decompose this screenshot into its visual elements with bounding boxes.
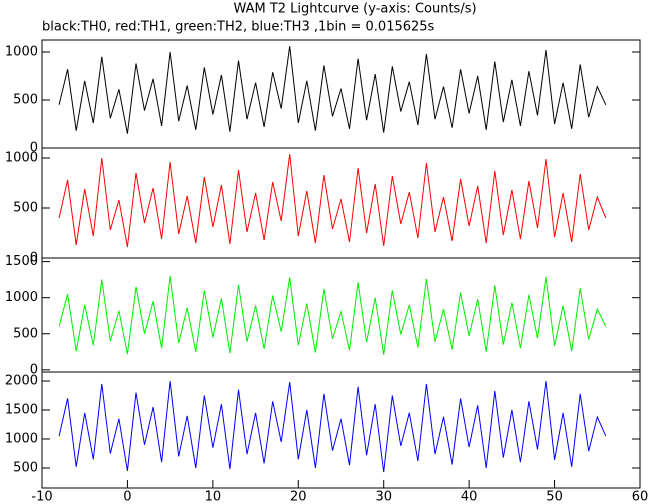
- y-tick-label: 1500: [5, 402, 38, 417]
- y-tick-label: 1000: [5, 45, 38, 60]
- y-tick-label: 1000: [5, 431, 38, 446]
- y-tick-label: 0: [30, 362, 38, 377]
- x-tick-label: 50: [546, 490, 563, 504]
- y-tick-label: 1000: [5, 290, 38, 305]
- series-line: [58, 275, 607, 355]
- y-tick-label: 500: [13, 460, 38, 475]
- y-tick-label: 500: [13, 201, 38, 216]
- panel-frame: [41, 371, 641, 489]
- series-line: [58, 380, 607, 473]
- x-tick-label: 10: [205, 490, 222, 504]
- x-tick-label: -10: [31, 490, 52, 504]
- y-tick-label: 0: [30, 141, 38, 156]
- series-line: [58, 153, 607, 248]
- x-tick-label: 60: [632, 490, 649, 504]
- panel-frame: [41, 39, 641, 149]
- x-tick-label: 0: [123, 490, 131, 504]
- y-tick-label: 1500: [5, 254, 38, 269]
- series-line: [58, 46, 607, 134]
- y-tick-label: 500: [13, 326, 38, 341]
- chart-title: WAM T2 Lightcurve (y-axis: Counts/s): [233, 2, 476, 17]
- panel-frame: [41, 147, 641, 259]
- y-tick-label: 0: [30, 251, 38, 266]
- x-tick-label: 40: [461, 490, 478, 504]
- chart-subtitle: black:TH0, red:TH1, green:TH2, blue:TH3 …: [42, 20, 435, 35]
- y-tick-label: 1000: [5, 151, 38, 166]
- y-tick-label: 500: [13, 93, 38, 108]
- x-tick-label: 30: [375, 490, 392, 504]
- x-tick-label: 20: [290, 490, 307, 504]
- y-tick-label: 2000: [5, 373, 38, 388]
